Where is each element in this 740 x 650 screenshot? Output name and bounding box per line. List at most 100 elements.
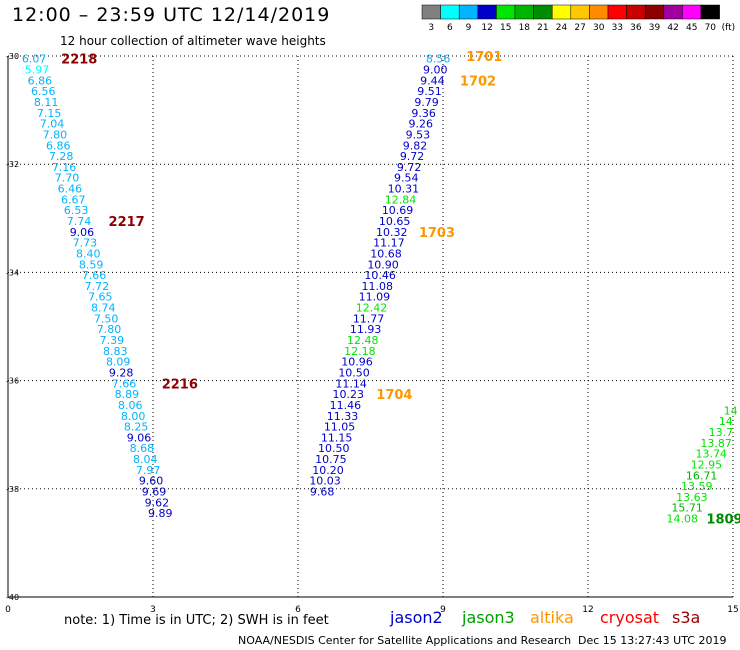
wave-height-label: 11.33 (327, 410, 359, 423)
wave-height-label: 10.32 (376, 226, 408, 239)
wave-height-label: 11.14 (335, 377, 367, 390)
wave-height-label: 8.11 (34, 96, 59, 109)
wave-height-label: 9.36 (411, 107, 436, 120)
wave-height-label: 10.20 (312, 464, 344, 477)
wave-height-label: 8.68 (130, 442, 155, 455)
wave-height-label: 6.07 (22, 53, 47, 66)
chart-subtitle: 12 hour collection of altimeter wave hei… (60, 34, 326, 48)
wave-height-label: 6.86 (46, 139, 71, 152)
credit-line: NOAA/NESDIS Center for Satellite Applica… (238, 634, 572, 647)
wave-height-label: 10.50 (338, 366, 370, 379)
legend-tick-label: 18 (519, 23, 531, 33)
wave-height-label: 6.53 (64, 204, 89, 217)
y-tick-label: -36 (6, 377, 19, 386)
wave-height-label: 8.74 (91, 302, 116, 315)
legend-swatch (644, 4, 665, 20)
y-tick-label: -38 (6, 485, 19, 494)
color-legend: 3 6 9 12 15 18 21 24 27 30 33 36 39 42 45 70 (ft) (421, 4, 736, 33)
wave-height-label: 7.74 (67, 215, 92, 228)
wave-height-label: 8.00 (121, 410, 146, 423)
legend-tick-label: 45 (686, 23, 697, 33)
wave-height-label: 9.69 (142, 486, 167, 499)
wave-height-label: 7.70 (55, 172, 80, 185)
legend-swatch (663, 4, 683, 20)
wave-height-label: 10.69 (382, 204, 414, 217)
legend-swatch (700, 4, 720, 20)
pass-annotations: 2218 2217 2216 1701 1702 1703 1704 1809 (61, 50, 740, 528)
wave-height-label: 10.03 (309, 475, 341, 488)
x-tick-label: 0 (5, 605, 11, 615)
wave-height-label: 7.39 (100, 334, 125, 347)
wave-height-label: 14 (724, 404, 738, 417)
legend-swatch (533, 4, 553, 20)
wave-height-label: 11.15 (321, 431, 353, 444)
wave-height-label: 10.46 (364, 269, 396, 282)
wave-height-label: 10.96 (341, 356, 373, 369)
wave-height-label: 11.17 (373, 237, 405, 250)
wave-height-label: 10.75 (315, 453, 347, 466)
legend-swatch (551, 4, 572, 20)
chart-title: 12:00 – 23:59 UTC 12/14/2019 (12, 4, 331, 26)
wave-height-label: 10.23 (333, 388, 365, 401)
wave-height-label: 13.63 (676, 491, 708, 504)
legend-swatch (477, 4, 497, 20)
legend-tick-label: 9 (466, 23, 472, 33)
wave-height-label: 8.56 (426, 53, 451, 66)
wave-height-label: 12.42 (356, 302, 388, 315)
legend-swatch (607, 4, 627, 20)
wave-height-label: 9.60 (139, 475, 164, 488)
legend-swatch (682, 4, 702, 20)
wave-height-label: 9.89 (148, 507, 173, 520)
legend-swatch (626, 4, 646, 20)
wave-height-label: 11.77 (353, 312, 385, 325)
mission-label-jason3: jason3 (462, 608, 515, 627)
legend-tick-label: 3 (428, 23, 434, 33)
wave-height-label: 7.15 (37, 107, 62, 120)
legend-tick-label: 6 (447, 23, 453, 33)
wave-height-label: 7.72 (85, 280, 110, 293)
wave-height-label: 8.06 (118, 399, 143, 412)
y-tick-label: -32 (6, 160, 19, 169)
legend-unit-label: (ft) (722, 23, 736, 33)
pass-id-label: 2217 (109, 215, 145, 230)
legend-tick-label: 24 (556, 23, 568, 33)
pass-id-label: 1809 (706, 513, 740, 528)
wave-height-label: 9.28 (109, 366, 134, 379)
wave-height-label: 9.51 (417, 85, 442, 98)
legend-swatch (570, 4, 590, 20)
wave-height-label: 11.46 (330, 399, 362, 412)
legend-tick-label: 33 (612, 23, 623, 33)
x-tick-label: 9 (440, 605, 446, 615)
pass-id-label: 1702 (460, 74, 496, 89)
grid-lines (8, 55, 734, 597)
legend-tick-label: 21 (537, 23, 548, 33)
mission-label-altika: altika (530, 608, 574, 627)
wave-height-label: 11.05 (324, 421, 356, 434)
x-tick-label: 3 (150, 605, 156, 615)
wave-height-label: 14.08 (667, 513, 699, 526)
wave-height-label: 10.50 (318, 442, 350, 455)
wave-height-label: 14 (719, 415, 733, 428)
wave-height-label: 6.67 (61, 193, 86, 206)
wave-height-label: 9.68 (310, 486, 335, 499)
wave-height-label: 7.50 (94, 312, 119, 325)
wave-height-label: 7.16 (52, 161, 77, 174)
pass-id-label: 1701 (466, 50, 502, 65)
tick-labels: 0 3 6 9 12 15 -30 -32 -34 -36 -38 -40 (5, 52, 739, 615)
wave-height-label: 8.40 (76, 247, 101, 260)
wave-height-label: 12.84 (385, 193, 417, 206)
wave-height-label: 6.86 (28, 74, 53, 87)
wave-height-label: 12.48 (347, 334, 379, 347)
legend-tick-label: 30 (593, 23, 605, 33)
wave-height-label: 10.68 (370, 247, 402, 260)
legend-tick-label: 39 (649, 23, 661, 33)
wave-height-label: 9.54 (394, 172, 419, 185)
x-tick-label: 12 (582, 605, 593, 615)
y-tick-label: -30 (6, 52, 19, 61)
wave-height-label: 5.97 (25, 64, 50, 77)
wave-height-label: 12.18 (344, 345, 376, 358)
x-tick-label: 15 (727, 605, 738, 615)
wave-height-label: 8.25 (124, 421, 149, 434)
legend-tick-label: 12 (481, 23, 492, 33)
